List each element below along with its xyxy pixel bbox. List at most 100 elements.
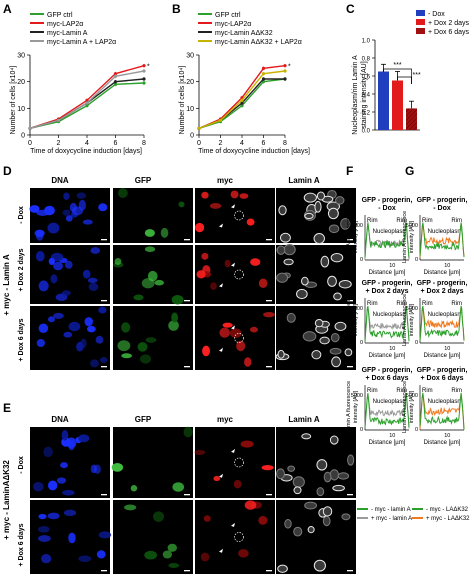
dashed-outline-marker xyxy=(234,457,244,468)
cell-nucleus xyxy=(47,316,55,323)
profile-title: GFP - progerin, xyxy=(417,367,468,374)
profile-title: GFP - progerin, xyxy=(417,280,468,287)
column-header-myc: myc xyxy=(217,176,234,185)
cell-nucleus xyxy=(219,327,230,338)
plot-b: 0 10 20 30 0 2 4 6 8 * xyxy=(186,53,291,148)
cell-nucleus xyxy=(144,550,158,560)
cell-nucleus xyxy=(29,205,40,213)
data-point xyxy=(240,98,244,102)
cell-nucleus xyxy=(162,550,173,559)
y-tick-label: 0.6 xyxy=(362,75,371,81)
scale-bar xyxy=(347,494,353,496)
cell-nucleus xyxy=(160,227,169,238)
data-point xyxy=(85,101,89,105)
cell-nucleus xyxy=(65,437,77,449)
cell-nucleus xyxy=(304,501,317,510)
data-point xyxy=(283,69,287,73)
cell-nucleus xyxy=(38,525,50,533)
cell-nucleus xyxy=(292,476,305,488)
row-label-d-2: + Dox 2 days xyxy=(18,248,25,291)
cell-nucleus xyxy=(240,440,254,448)
cell-nucleus xyxy=(48,257,56,265)
cell-nucleus xyxy=(263,311,275,318)
dashed-outline-marker xyxy=(234,333,244,343)
y-axis-label: intensity [AU] xyxy=(353,390,359,423)
cell-nucleus xyxy=(277,349,285,359)
scale-bar xyxy=(347,366,353,368)
cell-nucleus xyxy=(178,201,185,208)
cell-nucleus xyxy=(250,258,261,266)
legend-a: GFP ctrl myc-LAP2α myc-Lamin A myc-Lamin… xyxy=(30,12,116,46)
y-tick-label: 5000 xyxy=(351,223,363,229)
y-axis-label: Lamin A fluorescence xyxy=(346,294,352,346)
cell-nucleus xyxy=(137,342,148,352)
cell-nucleus xyxy=(286,312,296,323)
data-point xyxy=(240,104,244,108)
scale-bar xyxy=(347,570,353,572)
cell-nucleus xyxy=(276,272,289,283)
y-tick-label: 0 xyxy=(21,133,25,140)
x-tick-label: 0 xyxy=(28,140,32,147)
cell-nucleus xyxy=(335,196,345,205)
cell-nucleus xyxy=(168,320,179,331)
rim-label: Rim xyxy=(367,218,378,224)
cell-nucleus xyxy=(153,511,165,522)
scale-bar xyxy=(101,494,107,496)
data-point xyxy=(261,72,266,76)
y-tick-label: 5000 xyxy=(351,393,363,399)
panel-c: C Nucleoplasm/rim Lamin A staining inten… xyxy=(346,2,470,135)
cell-nucleus xyxy=(62,209,71,216)
x-tick-label: 10 xyxy=(444,433,450,439)
cell-nucleus xyxy=(93,464,101,475)
legend-label: myc-Lamin A xyxy=(47,30,88,37)
legend-label: - myc - LAΔK32 xyxy=(426,507,469,513)
data-point xyxy=(142,77,146,81)
cell-nucleus xyxy=(56,477,67,484)
legend-b: GFP ctrl myc-LAP2α myc-Lamin AΔK32 myc-L… xyxy=(198,12,302,46)
cell-nucleus xyxy=(98,531,112,539)
data-point xyxy=(283,64,287,68)
cell-nucleus xyxy=(84,317,93,327)
significance-star: * xyxy=(147,64,150,71)
panel-label-d: D xyxy=(3,164,12,178)
cell-nucleus xyxy=(99,357,108,364)
data-point xyxy=(197,126,201,130)
cell-nucleus xyxy=(64,260,73,269)
y-axis-label: Lamin A fluorescence xyxy=(346,211,352,263)
cell-nucleus xyxy=(35,230,44,241)
x-tick-label: 6 xyxy=(114,140,118,147)
cell-nucleus xyxy=(276,468,285,480)
y-tick-label: 30 xyxy=(186,53,194,60)
cell-nucleus xyxy=(98,306,107,314)
profile-line xyxy=(419,222,465,258)
cell-nucleus xyxy=(344,348,353,357)
profile-line xyxy=(364,394,410,429)
profile-title: GFP - progerin, xyxy=(362,197,413,204)
significance-bracket xyxy=(383,68,412,84)
scale-bar xyxy=(266,494,272,496)
plot-a: 0 10 20 30 0 2 4 6 8 * xyxy=(17,53,150,148)
bar xyxy=(392,80,403,130)
scale-bar xyxy=(184,494,190,496)
y-tick-label: 10 xyxy=(17,106,25,113)
x-axis-label-b: Time of doxycycline induction [days] xyxy=(198,148,310,155)
significance-label: *** xyxy=(413,72,421,79)
y-axis-label-c-2: staining intensity [AU] xyxy=(361,61,368,128)
cell-nucleus xyxy=(76,192,87,199)
significance-star: * xyxy=(288,64,291,71)
y-tick-label: 10 xyxy=(186,106,194,113)
cell-nucleus xyxy=(71,206,84,216)
y-axis-label: intensity [AU] xyxy=(353,220,359,253)
legend-label: + Dox 6 days xyxy=(428,29,470,36)
cell-nucleus xyxy=(229,328,242,338)
rim-label: Rim xyxy=(451,301,462,307)
cell-nucleus xyxy=(121,322,131,333)
rim-label: Rim xyxy=(451,218,462,224)
cell-nucleus xyxy=(171,312,179,323)
cell-nucleus xyxy=(287,465,296,472)
cell-nucleus xyxy=(322,506,333,517)
profile-title: - Dox xyxy=(433,205,451,212)
y-axis-label: intensity [AU] xyxy=(409,220,415,253)
scale-bar xyxy=(266,239,272,241)
